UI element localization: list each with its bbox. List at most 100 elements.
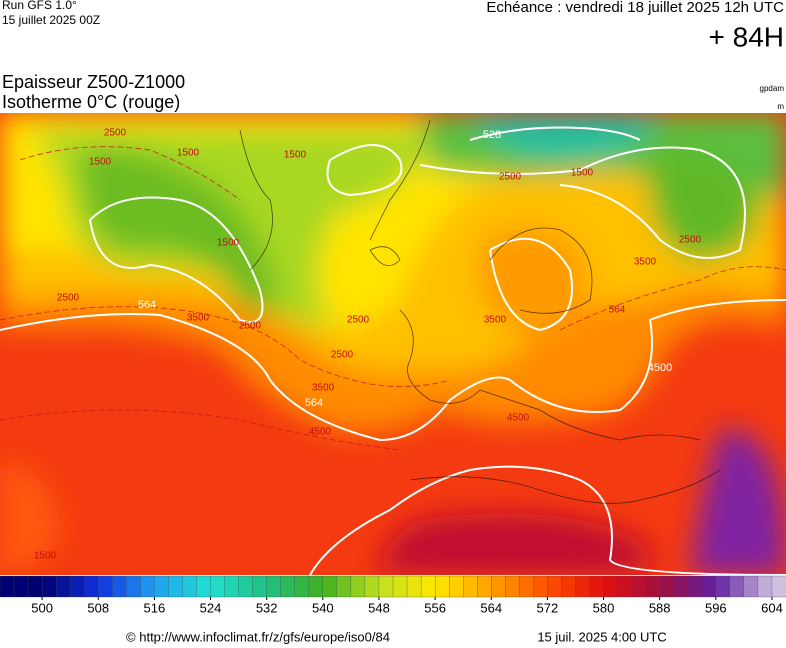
colorbar-swatch — [673, 575, 689, 598]
colorbar-swatch — [771, 575, 786, 598]
colorbar-label: 596 — [705, 600, 727, 615]
colorbar-swatch — [238, 575, 254, 598]
colorbar-swatch — [448, 575, 464, 598]
contour-label: 4500 — [309, 427, 332, 438]
colorbar-label: 548 — [368, 600, 390, 615]
colorbar-swatch — [252, 575, 268, 598]
colorbar-swatch — [70, 575, 85, 598]
colorbar-swatch — [533, 575, 548, 598]
colorbar-swatch — [0, 575, 15, 598]
colorbar-swatch — [617, 575, 633, 598]
colorbar-swatch — [55, 575, 71, 598]
colorbar-label: 564 — [480, 600, 502, 615]
footer-time: 15 juil. 2025 4:00 UTC — [537, 629, 666, 644]
contour-label: 2500 — [104, 128, 127, 139]
colorbar-swatch — [434, 575, 450, 598]
contour-label: 3500 — [634, 257, 657, 268]
colorbar-swatch — [364, 575, 380, 598]
contour-label: 1500 — [89, 157, 112, 168]
colorbar-swatch — [645, 575, 661, 598]
contour-label: 3500 — [187, 313, 210, 324]
contour-label: 4500 — [648, 362, 672, 374]
contour-label: 564 — [305, 397, 323, 409]
unit-1: gpdam — [760, 84, 785, 93]
colorbar-label: 540 — [312, 600, 334, 615]
run-date: 15 juillet 2025 00Z — [2, 13, 100, 27]
colorbar-swatch — [182, 575, 197, 598]
contour-label: 2500 — [499, 172, 522, 183]
colorbar-swatch — [561, 575, 576, 598]
thickness-contours — [0, 126, 786, 575]
colorbar-swatch — [98, 575, 113, 598]
contour-label: 2500 — [331, 350, 354, 361]
colorbar-swatch — [729, 575, 745, 598]
run: Run GFS 1.0° — [2, 0, 77, 12]
colorbar-swatch — [27, 575, 43, 598]
colorbar-label: 580 — [593, 600, 615, 615]
colorbar-swatch — [631, 575, 647, 598]
colorbar-swatch — [743, 575, 759, 598]
colorbar-swatch — [266, 575, 282, 598]
contour-label: 1500 — [284, 150, 307, 161]
colorbar-swatch — [154, 575, 169, 598]
colorbar-swatch — [757, 575, 773, 598]
contour-label: 1500 — [177, 148, 200, 159]
contour-label: 3500 — [484, 315, 507, 326]
colorbar: 500 508 516 524 532 540 548 556 564 572 580 588 596 6… — [0, 575, 786, 615]
colorbar-swatch — [378, 575, 394, 598]
contour-label: 1500 — [34, 551, 57, 562]
contour-label: 564 — [609, 305, 626, 316]
contour-label: 1500 — [217, 238, 240, 249]
contour-label: 2500 — [679, 235, 702, 246]
contour-label: 4500 — [507, 413, 530, 424]
colorbar-swatch — [84, 575, 99, 598]
colorbar-swatch — [392, 575, 408, 598]
footer-url: © http://www.infoclimat.fr/z/gfs/europe/… — [126, 629, 390, 644]
colorbar-swatch — [420, 575, 436, 598]
map: 528 1500 1500 1500 1500 1500 2500 2500 2500 2500 2… — [0, 113, 786, 575]
colorbar-swatch — [350, 575, 366, 598]
colorbar-swatch — [294, 575, 310, 598]
echeance: Echéance : vendredi 18 juillet 2025 12h … — [486, 0, 784, 16]
contour-label: 2500 — [57, 293, 80, 304]
isotherm-contours — [0, 146, 786, 451]
colorbar-swatch — [112, 575, 127, 598]
contour-label: 564 — [138, 299, 156, 311]
colorbar-swatch — [603, 575, 619, 598]
colorbar-swatch — [575, 575, 590, 598]
contour-label: 528 — [483, 129, 501, 141]
colorbar-swatch — [322, 575, 338, 598]
colorbar-swatch — [477, 575, 492, 598]
colorbar-swatch — [519, 575, 534, 598]
colorbar-swatch — [505, 575, 520, 598]
colorbar-label: 588 — [649, 600, 671, 615]
colorbar-swatch — [196, 575, 211, 598]
colorbar-swatch — [308, 575, 324, 598]
colorbar-swatch — [659, 575, 675, 598]
colorbar-swatch — [210, 575, 226, 598]
colorbar-label: 604 — [761, 600, 783, 615]
colorbar-swatch — [715, 575, 731, 598]
unit-2: m — [777, 102, 784, 111]
contour-label: 2500 — [347, 315, 370, 326]
colorbar-label: 516 — [144, 600, 166, 615]
colorbar-swatch — [406, 575, 422, 598]
contour-label: 2500 — [239, 321, 262, 332]
title-1: Epaisseur Z500-Z1000 — [2, 72, 185, 92]
colorbar-swatch — [168, 575, 183, 598]
colorbar-label: 500 — [31, 600, 53, 615]
colorbar-swatch — [280, 575, 296, 598]
colorbar-swatch — [41, 575, 57, 598]
colorbar-label: 508 — [87, 600, 109, 615]
contour-label: 1500 — [571, 168, 594, 179]
coastlines — [239, 119, 721, 504]
colorbar-label: 556 — [424, 600, 446, 615]
colorbar-swatch — [687, 575, 703, 598]
contour-label: 3500 — [312, 383, 335, 394]
colorbar-swatch — [589, 575, 604, 598]
colorbar-swatch — [547, 575, 562, 598]
lead-time: + 84H — [709, 21, 785, 52]
title-2: Isotherme 0°C (rouge) — [2, 92, 180, 112]
colorbar-swatch — [224, 575, 240, 598]
colorbar-label: 524 — [200, 600, 222, 615]
